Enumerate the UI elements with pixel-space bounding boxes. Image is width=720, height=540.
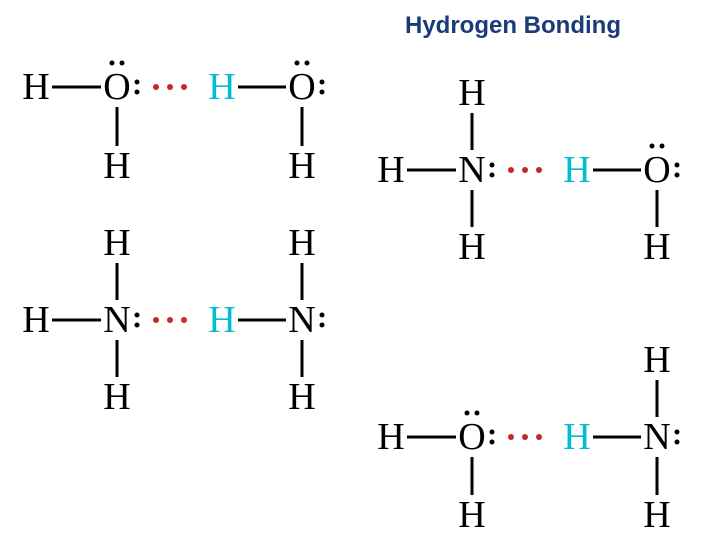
bond <box>407 436 456 439</box>
atom-h: H <box>103 224 130 262</box>
atom-h: H <box>458 496 485 534</box>
atom-h: H <box>458 74 485 112</box>
atom-h: H <box>208 68 235 106</box>
diagram-stage: H O H H O H H H N H H H N H H H N H H O H H O H H H N H <box>0 0 720 540</box>
bond <box>301 263 304 300</box>
bond <box>471 190 474 227</box>
bond <box>301 340 304 377</box>
hydrogen-bond <box>153 317 187 323</box>
atom-h: H <box>377 151 404 189</box>
atom-h: H <box>643 341 670 379</box>
lone-pair <box>295 61 310 66</box>
lone-pair <box>465 411 480 416</box>
atom-h: H <box>458 228 485 266</box>
atom-h: H <box>288 224 315 262</box>
atom-h: H <box>22 68 49 106</box>
bond <box>471 457 474 495</box>
lone-pair <box>675 430 680 445</box>
lone-pair <box>490 430 495 445</box>
bond <box>52 86 101 89</box>
lone-pair <box>650 144 665 149</box>
atom-n: N <box>458 151 485 189</box>
atom-h: H <box>103 147 130 185</box>
lone-pair <box>320 80 325 95</box>
hydrogen-bond <box>508 434 542 440</box>
lone-pair <box>320 313 325 328</box>
bond <box>471 113 474 150</box>
atom-h: H <box>643 496 670 534</box>
bond <box>656 190 659 227</box>
atom-h: H <box>563 418 590 456</box>
atom-o: O <box>288 68 315 106</box>
atom-n: N <box>643 418 670 456</box>
bond <box>407 169 456 172</box>
atom-h: H <box>208 301 235 339</box>
atom-h: H <box>643 228 670 266</box>
atom-o: O <box>103 68 130 106</box>
lone-pair <box>135 80 140 95</box>
atom-h: H <box>377 418 404 456</box>
bond <box>656 380 659 417</box>
bond <box>593 436 641 439</box>
bond <box>238 319 286 322</box>
bond <box>116 107 119 146</box>
lone-pair <box>675 163 680 178</box>
atom-h: H <box>288 147 315 185</box>
bond <box>593 169 641 172</box>
bond <box>238 86 286 89</box>
bond <box>656 457 659 495</box>
atom-h: H <box>563 151 590 189</box>
bond <box>301 107 304 146</box>
lone-pair <box>490 163 495 178</box>
lone-pair <box>135 313 140 328</box>
lone-pair <box>110 61 125 66</box>
bond <box>116 340 119 377</box>
hydrogen-bond <box>508 167 542 173</box>
hydrogen-bond <box>153 84 187 90</box>
atom-h: H <box>22 301 49 339</box>
atom-n: N <box>103 301 130 339</box>
atom-h: H <box>288 378 315 416</box>
bond <box>116 263 119 300</box>
atom-o: O <box>643 151 670 189</box>
atom-n: N <box>288 301 315 339</box>
atom-o: O <box>458 418 485 456</box>
atom-h: H <box>103 378 130 416</box>
bond <box>52 319 101 322</box>
